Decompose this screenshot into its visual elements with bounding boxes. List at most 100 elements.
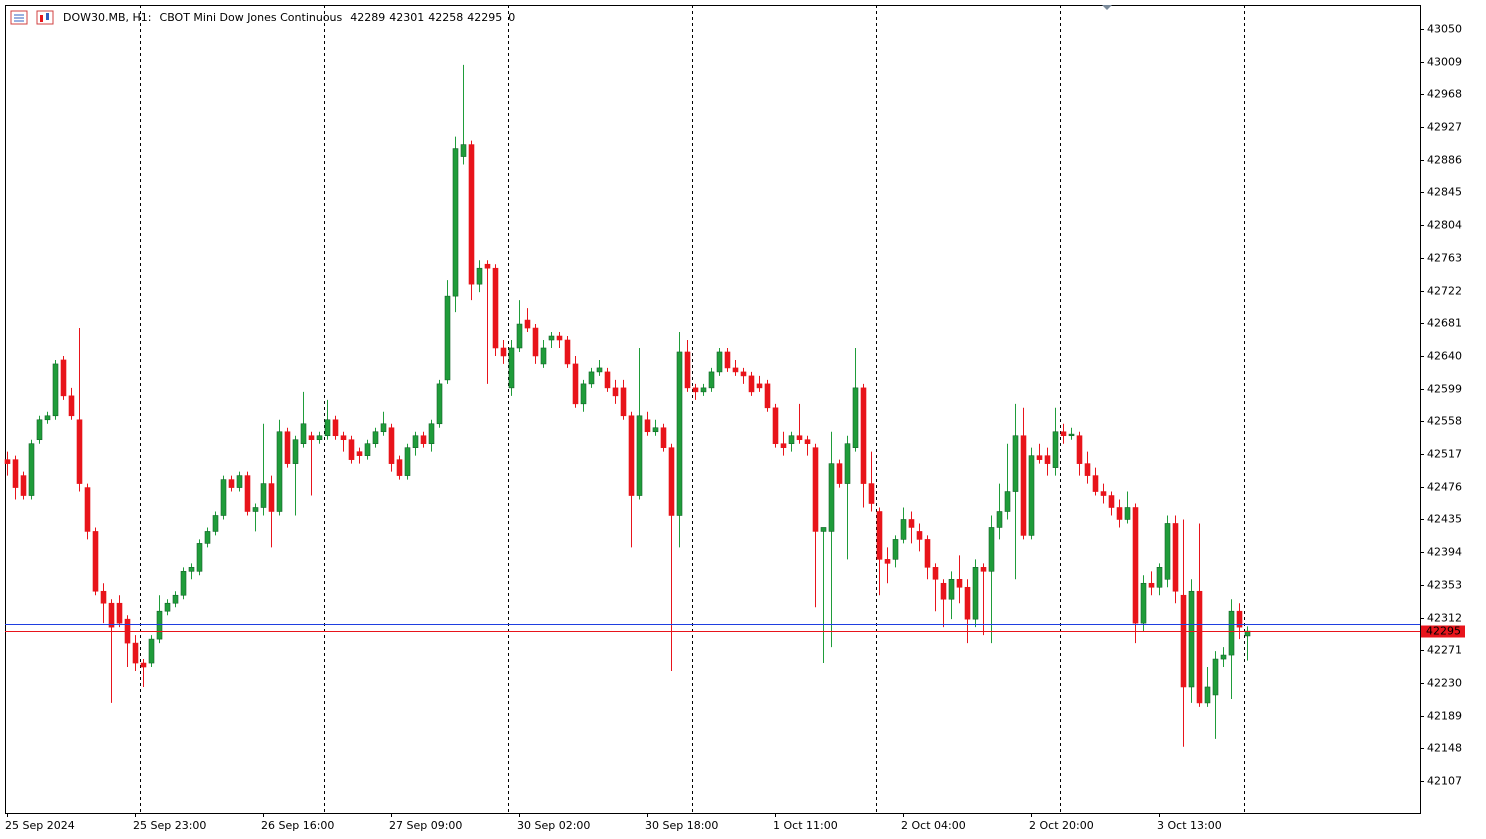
candle-body: [92, 531, 99, 592]
candle-body: [60, 359, 67, 397]
candle-body: [956, 578, 963, 588]
candle-body: [932, 567, 939, 580]
candle-body: [236, 475, 243, 488]
candle-body: [756, 383, 763, 389]
candle-body: [796, 435, 803, 441]
candle-body: [212, 515, 219, 532]
y-tick-label: 42968: [1427, 88, 1462, 101]
shift-marker: [1102, 5, 1112, 10]
candle-body: [436, 383, 443, 425]
candle-body: [820, 527, 827, 532]
candle-body: [148, 638, 155, 664]
candle-body: [860, 387, 867, 484]
candle-body: [748, 375, 755, 393]
candle-body: [1236, 610, 1243, 628]
y-tick-label: 42517: [1427, 448, 1462, 461]
x-tick-label: 2 Oct 04:00: [901, 819, 966, 832]
candle-body: [716, 351, 723, 373]
candle-body: [1092, 475, 1099, 492]
candle-body: [172, 594, 179, 604]
candle-body: [652, 427, 659, 433]
y-tick-label: 42148: [1427, 742, 1462, 755]
candle-body: [916, 531, 923, 540]
y-tick-label: 42845: [1427, 186, 1462, 199]
candle-body: [156, 610, 163, 640]
candle-body: [1028, 455, 1035, 536]
candle-body: [116, 602, 123, 624]
candle-body: [100, 590, 107, 604]
candle-body: [724, 351, 731, 369]
icon: [40, 15, 43, 22]
candle-body: [604, 371, 611, 389]
candle-body: [1108, 495, 1115, 508]
candle-body: [52, 363, 59, 417]
y-tick-label: 42271: [1427, 644, 1462, 657]
quote-low: 42258: [428, 11, 463, 24]
candle-body: [1004, 491, 1011, 512]
candle-body: [1228, 610, 1235, 656]
candle-body: [516, 323, 523, 349]
y-tick-label: 42763: [1427, 252, 1462, 265]
candle-body: [948, 578, 955, 600]
candle-body: [524, 319, 531, 329]
candle-body: [420, 435, 427, 444]
candle-body: [252, 507, 259, 512]
candle-body: [1036, 455, 1043, 460]
candle-body: [68, 395, 75, 417]
icon: [46, 13, 49, 20]
y-tick-label: 42394: [1427, 546, 1462, 559]
candle-body: [372, 431, 379, 444]
candle-body: [780, 443, 787, 448]
candle-body: [180, 571, 187, 596]
candle-body: [660, 427, 667, 448]
candle-body: [612, 387, 619, 397]
candle-body: [964, 586, 971, 620]
candle-body: [316, 435, 323, 441]
candle-body: [852, 387, 859, 448]
candle-body: [1116, 507, 1123, 520]
candle-body: [1220, 654, 1227, 660]
y-tick-label: 43009: [1427, 56, 1462, 69]
y-tick-label: 42476: [1427, 481, 1462, 494]
bid-label-box: [1421, 625, 1465, 638]
candle-body: [876, 511, 883, 560]
x-tick-label: 26 Sep 16:00: [261, 819, 334, 832]
candle-body: [628, 415, 635, 496]
candle-body: [20, 475, 27, 496]
candle-body: [444, 295, 451, 381]
candle-body: [980, 567, 987, 572]
candle-body: [452, 148, 459, 297]
candle-body: [676, 351, 683, 516]
candle-body: [708, 371, 715, 389]
candle-body: [772, 407, 779, 444]
candle-body: [1132, 507, 1139, 624]
chart-icons: [10, 10, 54, 25]
candle-body: [12, 459, 19, 488]
tick-volume: 0: [508, 11, 515, 24]
y-tick-label: 42107: [1427, 775, 1462, 788]
y-tick-label: 42927: [1427, 121, 1462, 134]
candle-body: [908, 519, 915, 528]
candle-body: [732, 367, 739, 373]
candle-body: [1060, 431, 1067, 437]
candle-body: [844, 443, 851, 484]
candle-body: [492, 267, 499, 349]
y-tick-label: 42230: [1427, 677, 1462, 690]
candle-body: [572, 363, 579, 405]
y-tick-label: 43050: [1427, 23, 1462, 36]
y-tick-label: 42558: [1427, 415, 1462, 428]
candle-body: [164, 602, 171, 612]
candle-body: [556, 335, 563, 341]
candle-body: [276, 431, 283, 512]
candle-body: [244, 475, 251, 512]
candle-body: [1012, 435, 1019, 492]
candle-body: [324, 419, 331, 437]
candle-body: [268, 483, 275, 512]
candle-body: [188, 567, 195, 572]
candle-body: [988, 527, 995, 572]
candle-body: [1156, 567, 1163, 588]
candle-body: [1052, 431, 1059, 468]
candle-body: [1188, 590, 1195, 688]
candle-body: [140, 662, 147, 668]
